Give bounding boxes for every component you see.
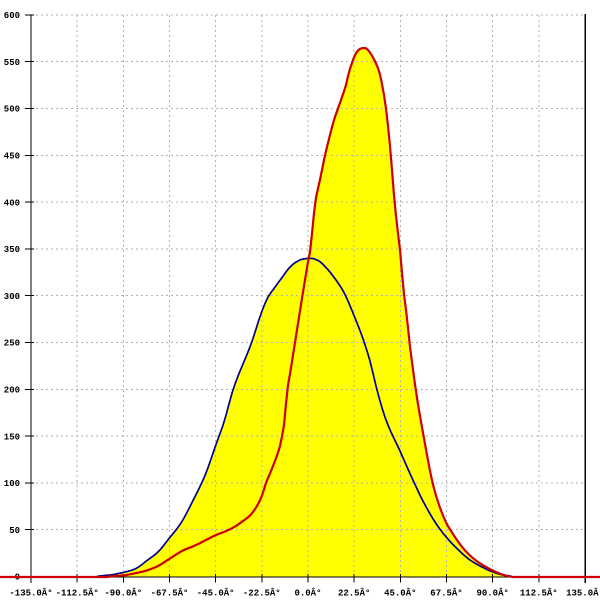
svg-text:200: 200 <box>4 386 20 396</box>
svg-text:22.5Â°: 22.5Â° <box>338 588 370 599</box>
svg-text:400: 400 <box>4 198 20 208</box>
svg-text:-90.0Â°: -90.0Â° <box>104 588 142 599</box>
svg-text:450: 450 <box>4 152 20 162</box>
svg-text:0.0Â°: 0.0Â° <box>294 588 321 599</box>
svg-text:-22.5Â°: -22.5Â° <box>243 588 281 599</box>
svg-text:100: 100 <box>4 479 20 489</box>
svg-text:50: 50 <box>9 526 20 536</box>
svg-text:350: 350 <box>4 245 20 255</box>
svg-text:300: 300 <box>4 292 20 302</box>
svg-text:90.0Â°: 90.0Â° <box>476 588 508 599</box>
svg-text:500: 500 <box>4 105 20 115</box>
svg-text:550: 550 <box>4 58 20 68</box>
svg-text:135.0Â°: 135.0Â° <box>566 588 600 599</box>
svg-text:-45.0Â°: -45.0Â° <box>197 588 235 599</box>
svg-text:600: 600 <box>4 11 20 21</box>
svg-text:67.5Â°: 67.5Â° <box>430 588 462 599</box>
svg-text:45.0Â°: 45.0Â° <box>384 588 416 599</box>
svg-text:-135.0Â°: -135.0Â° <box>9 588 52 599</box>
svg-text:-67.5Â°: -67.5Â° <box>151 588 189 599</box>
svg-text:150: 150 <box>4 432 20 442</box>
svg-text:250: 250 <box>4 339 20 349</box>
svg-text:-112.5Â°: -112.5Â° <box>56 588 99 599</box>
svg-text:112.5Â°: 112.5Â° <box>520 588 558 599</box>
